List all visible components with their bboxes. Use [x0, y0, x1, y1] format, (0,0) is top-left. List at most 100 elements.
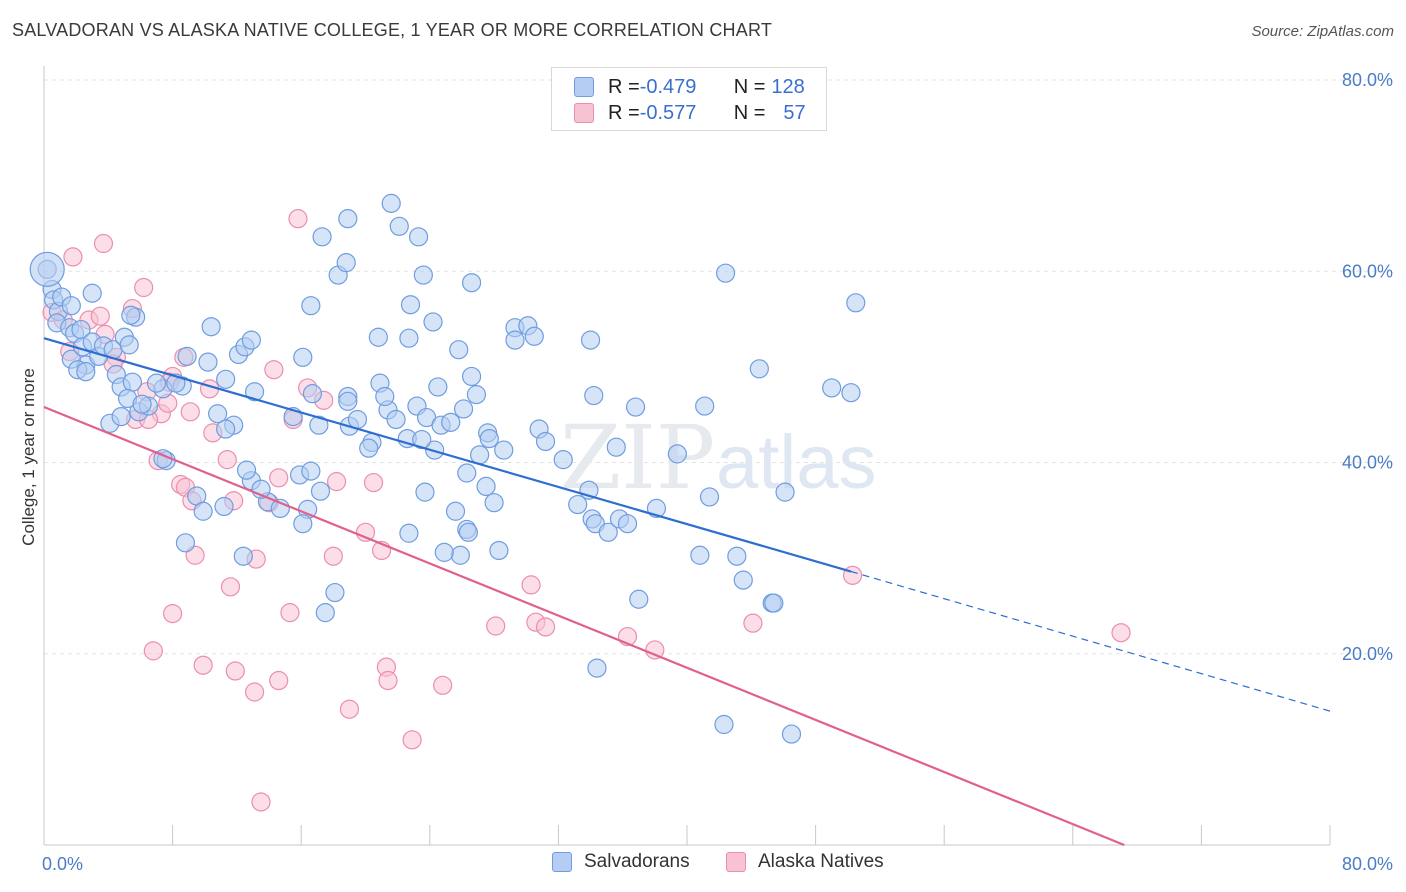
data-point — [325, 582, 345, 603]
data-point — [413, 265, 433, 285]
data-point — [336, 253, 356, 273]
data-point — [323, 546, 343, 566]
data-point — [521, 575, 541, 595]
data-point — [381, 193, 401, 213]
data-point — [315, 603, 335, 623]
data-point — [598, 522, 618, 542]
data-point — [326, 472, 347, 492]
data-point — [764, 593, 784, 613]
data-point — [180, 402, 200, 422]
data-point — [193, 655, 213, 675]
data-point — [505, 330, 525, 350]
data-point — [269, 670, 289, 691]
data-point — [302, 384, 323, 404]
data-point — [368, 327, 388, 347]
data-point — [193, 501, 213, 521]
data-point — [466, 385, 487, 405]
data-point — [293, 347, 313, 367]
legend-r-value: -0.479 — [639, 75, 697, 98]
data-point — [568, 494, 588, 515]
data-point — [93, 233, 114, 254]
data-point — [90, 306, 110, 326]
data-point — [445, 501, 466, 521]
data-point — [699, 487, 720, 507]
data-point — [220, 577, 241, 597]
data-point — [214, 496, 234, 517]
legend-swatch-pink — [574, 103, 594, 123]
data-point — [177, 346, 197, 366]
data-point — [233, 546, 253, 566]
legend-r-label: R = — [608, 101, 640, 124]
data-point — [714, 714, 734, 735]
data-point — [375, 386, 395, 407]
data-point — [198, 352, 218, 372]
data-point — [695, 396, 715, 416]
data-point — [433, 675, 453, 695]
bottom-legend-alaska-natives: Alaska Natives — [726, 851, 884, 873]
data-point — [76, 362, 96, 382]
data-point — [625, 397, 646, 417]
data-point — [441, 412, 461, 432]
legend-n-label: N = — [733, 101, 766, 124]
data-point — [241, 330, 261, 350]
bottom-legend-salvadorans: Salvadorans — [552, 851, 690, 873]
data-point — [244, 382, 265, 402]
axes — [43, 66, 1331, 846]
data-point — [484, 493, 504, 513]
data-point — [743, 613, 763, 633]
data-point — [301, 461, 321, 481]
data-point — [264, 360, 284, 380]
data-point — [400, 295, 421, 315]
legend-row-salvadorans: R = -0.479 N = 128 — [574, 75, 805, 99]
data-point — [727, 546, 747, 566]
y-tick-label: 80.0% — [1342, 70, 1393, 90]
data-point — [301, 296, 321, 316]
data-point-large — [29, 251, 65, 287]
data-point — [82, 283, 102, 303]
data-point — [389, 216, 409, 236]
data-point — [690, 545, 710, 565]
data-point — [775, 482, 795, 502]
data-point — [450, 545, 470, 565]
data-point — [355, 522, 376, 542]
data-point — [217, 450, 237, 470]
series-salvadorans — [29, 193, 866, 744]
bottom-legend-label: Alaska Natives — [758, 851, 884, 872]
data-point — [132, 394, 152, 414]
data-point — [208, 404, 228, 424]
data-point — [143, 641, 163, 661]
data-point — [715, 263, 736, 283]
data-point — [225, 661, 245, 681]
data-point — [458, 522, 478, 542]
y-tick-label: 40.0% — [1342, 453, 1393, 473]
data-point — [359, 438, 379, 458]
data-point — [587, 658, 607, 678]
legend-n-value: 57 — [783, 101, 806, 124]
data-point — [1111, 623, 1131, 643]
y-tick-label: 60.0% — [1342, 261, 1393, 281]
data-point — [310, 481, 331, 501]
data-point — [461, 273, 482, 293]
data-point — [822, 378, 842, 398]
trend-line-alaska-natives — [43, 406, 1125, 847]
data-point — [134, 277, 154, 298]
data-point — [386, 409, 406, 430]
data-point — [338, 209, 358, 229]
y-axis-label: College, 1 year or more — [19, 368, 38, 546]
legend-r-value: -0.577 — [639, 101, 697, 124]
data-point — [216, 369, 236, 389]
data-point — [408, 227, 429, 247]
legend: R = -0.479 N = 128 R = -0.577 N = 57 — [551, 67, 827, 131]
data-point — [163, 603, 183, 624]
data-point — [841, 383, 861, 403]
data-point — [781, 724, 802, 744]
data-point — [617, 514, 638, 534]
data-point — [494, 440, 514, 460]
data-point — [288, 209, 308, 229]
data-point — [584, 385, 604, 406]
data-point — [312, 227, 332, 247]
watermark: ZIP atlas — [560, 406, 877, 509]
data-point — [122, 372, 143, 392]
data-point — [280, 603, 300, 623]
